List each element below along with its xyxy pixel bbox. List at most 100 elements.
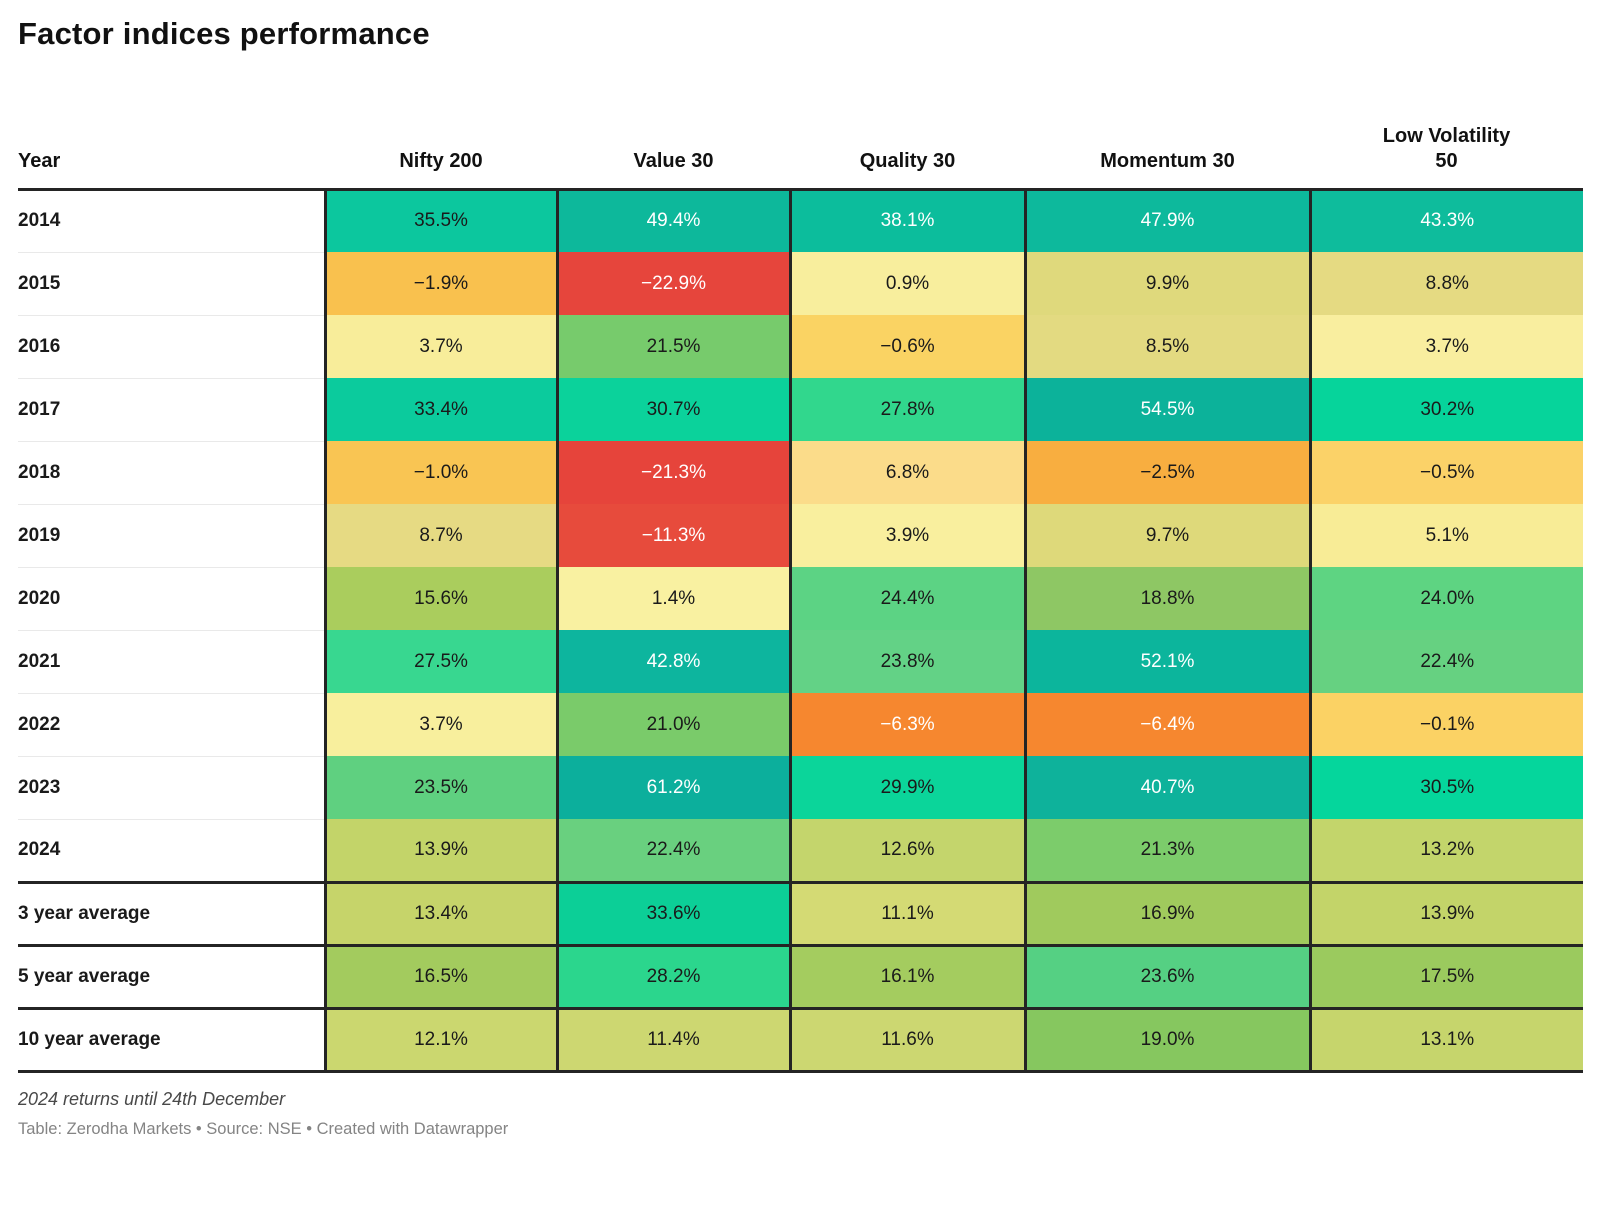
- heatmap-cell: 8.5%: [1023, 315, 1310, 379]
- heatmap-cell: 23.5%: [323, 756, 557, 820]
- heatmap-cell: 1.4%: [555, 567, 790, 631]
- table-row: 2015 −1.9% −22.9% 0.9% 9.9% 8.8%: [18, 252, 1583, 316]
- heatmap-cell: 29.9%: [788, 756, 1025, 820]
- year-column-header: Year: [18, 51, 325, 190]
- heatmap-cell: 12.1%: [323, 1008, 557, 1072]
- heatmap-cell: 22.4%: [555, 819, 790, 883]
- heatmap-cell: 40.7%: [1023, 756, 1310, 820]
- heatmap-cell: −0.5%: [1308, 441, 1583, 505]
- heatmap-cell: −21.3%: [555, 441, 790, 505]
- heatmap-cell: 9.7%: [1023, 504, 1310, 568]
- heatmap-cell: 30.2%: [1308, 378, 1583, 442]
- heatmap-cell: 28.2%: [555, 945, 790, 1009]
- column-header: Quality 30: [790, 51, 1025, 190]
- page-title: Factor indices performance: [18, 16, 430, 51]
- heatmap-cell: 3.7%: [323, 693, 557, 757]
- attribution: Table: Zerodha Markets • Source: NSE • C…: [18, 1119, 509, 1138]
- table-row: 5 year average 16.5% 28.2% 16.1% 23.6% 17.5%: [18, 945, 1583, 1009]
- heatmap-cell: 43.3%: [1308, 189, 1583, 253]
- heatmap-cell: 19.0%: [1023, 1008, 1310, 1072]
- row-label: 3 year average: [18, 882, 325, 946]
- heatmap-cell: 54.5%: [1023, 378, 1310, 442]
- heatmap-cell: 5.1%: [1308, 504, 1583, 568]
- heatmap-cell: 30.7%: [555, 378, 790, 442]
- heatmap-cell: 18.8%: [1023, 567, 1310, 631]
- column-header-label: Year: [18, 149, 61, 172]
- row-label: 2018: [18, 441, 325, 505]
- heatmap-cell: 61.2%: [555, 756, 790, 820]
- footnote: 2024 returns until 24th December: [18, 1088, 286, 1109]
- heatmap-cell: 21.0%: [555, 693, 790, 757]
- column-header: Momentum 30: [1025, 51, 1310, 190]
- table-row: 2016 3.7% 21.5% −0.6% 8.5% 3.7%: [18, 315, 1583, 379]
- heatmap-cell: 13.2%: [1308, 819, 1583, 883]
- table-row: 10 year average 12.1% 11.4% 11.6% 19.0% 13.1%: [18, 1008, 1583, 1072]
- table-row: 2017 33.4% 30.7% 27.8% 54.5% 30.2%: [18, 378, 1583, 442]
- table-row: 2018 −1.0% −21.3% 6.8% −2.5% −0.5%: [18, 441, 1583, 505]
- table-row: 2021 27.5% 42.8% 23.8% 52.1% 22.4%: [18, 630, 1583, 694]
- heatmap-cell: 8.7%: [323, 504, 557, 568]
- heatmap-cell: 16.9%: [1023, 882, 1310, 946]
- heatmap-cell: 16.1%: [788, 945, 1025, 1009]
- heatmap-cell: 38.1%: [788, 189, 1025, 253]
- row-label: 2014: [18, 189, 325, 253]
- heatmap-cell: −0.1%: [1308, 693, 1583, 757]
- heatmap-cell: −1.0%: [323, 441, 557, 505]
- heatmap-cell: 27.8%: [788, 378, 1025, 442]
- heatmap-cell: 0.9%: [788, 252, 1025, 316]
- heatmap-cell: 21.3%: [1023, 819, 1310, 883]
- row-label: 2015: [18, 252, 325, 316]
- heatmap-cell: −11.3%: [555, 504, 790, 568]
- column-header-label: Value 30: [633, 149, 714, 172]
- heatmap-cell: 22.4%: [1308, 630, 1583, 694]
- heatmap-cell: 8.8%: [1308, 252, 1583, 316]
- column-header-label: Quality 30: [859, 149, 956, 172]
- heatmap-cell: 49.4%: [555, 189, 790, 253]
- heatmap-cell: −1.9%: [323, 252, 557, 316]
- heatmap-cell: 3.7%: [323, 315, 557, 379]
- heatmap-cell: 9.9%: [1023, 252, 1310, 316]
- table-row: 3 year average 13.4% 33.6% 11.1% 16.9% 13.9%: [18, 882, 1583, 946]
- heatmap-cell: 42.8%: [555, 630, 790, 694]
- table-footer: 2024 returns until 24th December Table: …: [18, 1089, 1583, 1139]
- column-header-label: Low Volatility 50: [1382, 124, 1511, 172]
- heatmap-cell: 15.6%: [323, 567, 557, 631]
- heatmap-cell: 24.0%: [1308, 567, 1583, 631]
- column-header: Nifty 200: [325, 51, 557, 190]
- row-label: 10 year average: [18, 1008, 325, 1072]
- row-label: 5 year average: [18, 945, 325, 1009]
- row-label: 2019: [18, 504, 325, 568]
- heatmap-cell: 23.6%: [1023, 945, 1310, 1009]
- performance-table: Year Nifty 200 Value 30 Quality 30 Momentum …: [18, 51, 1583, 1073]
- heatmap-cell: 16.5%: [323, 945, 557, 1009]
- heatmap-cell: 30.5%: [1308, 756, 1583, 820]
- heatmap-cell: 23.8%: [788, 630, 1025, 694]
- table-header: Year Nifty 200 Value 30 Quality 30 Momentum …: [18, 51, 1583, 190]
- table-row: 2022 3.7% 21.0% −6.3% −6.4% −0.1%: [18, 693, 1583, 757]
- table-row: 2024 13.9% 22.4% 12.6% 21.3% 13.2%: [18, 819, 1583, 883]
- row-label: 2023: [18, 756, 325, 820]
- heatmap-cell: 33.4%: [323, 378, 557, 442]
- heatmap-cell: 11.4%: [555, 1008, 790, 1072]
- heatmap-cell: −22.9%: [555, 252, 790, 316]
- heatmap-cell: 27.5%: [323, 630, 557, 694]
- heatmap-cell: 11.6%: [788, 1008, 1025, 1072]
- heatmap-cell: 24.4%: [788, 567, 1025, 631]
- heatmap-cell: 35.5%: [323, 189, 557, 253]
- row-label: 2024: [18, 819, 325, 883]
- heatmap-cell: 12.6%: [788, 819, 1025, 883]
- table-row: 2023 23.5% 61.2% 29.9% 40.7% 30.5%: [18, 756, 1583, 820]
- row-label: 2016: [18, 315, 325, 379]
- heatmap-cell: 21.5%: [555, 315, 790, 379]
- column-header-label: Nifty 200: [399, 149, 483, 172]
- column-header: Value 30: [557, 51, 790, 190]
- heatmap-cell: 17.5%: [1308, 945, 1583, 1009]
- column-header-label: Momentum 30: [1100, 149, 1235, 172]
- row-label: 2021: [18, 630, 325, 694]
- row-label: 2020: [18, 567, 325, 631]
- heatmap-cell: 13.4%: [323, 882, 557, 946]
- heatmap-cell: −6.3%: [788, 693, 1025, 757]
- heatmap-cell: 3.7%: [1308, 315, 1583, 379]
- heatmap-cell: −2.5%: [1023, 441, 1310, 505]
- row-label: 2017: [18, 378, 325, 442]
